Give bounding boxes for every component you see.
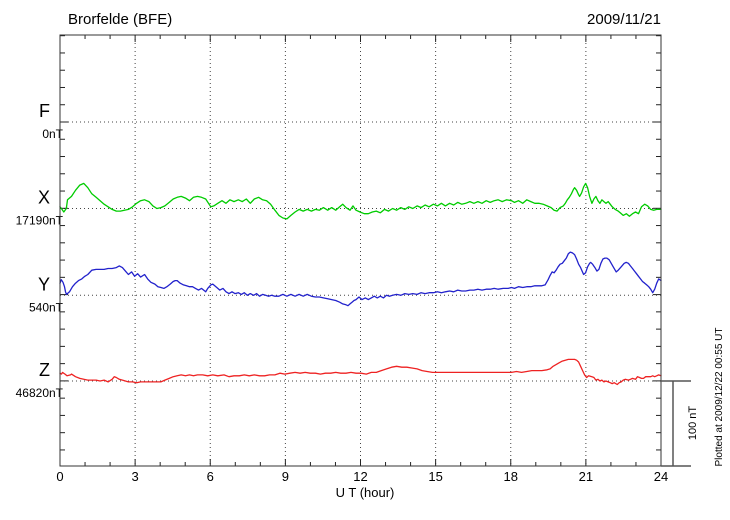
station-title: Brorfelde (BFE) (68, 11, 172, 28)
trace-X (59, 182, 662, 220)
x-tick-label-9: 9 (282, 469, 289, 484)
series-X-baseline-value: 17190nT (16, 214, 64, 228)
x-tick-label-18: 18 (504, 469, 518, 484)
observation-date: 2009/11/21 (587, 11, 661, 28)
series-Y-baseline-value: 540nT (29, 300, 64, 314)
trace-Z (59, 358, 662, 386)
series-Y-label: Y (38, 274, 50, 294)
series-F-baseline-value: 0nT (42, 127, 63, 141)
x-tick-label-3: 3 (132, 469, 139, 484)
series-X-label: X (38, 188, 50, 208)
trace-Y (59, 251, 662, 307)
x-tick-label-24: 24 (654, 469, 668, 484)
plot-frame (59, 34, 662, 467)
series-F-label: F (39, 101, 50, 121)
x-tick-label-21: 21 (579, 469, 593, 484)
series-Z-baseline-value: 46820nT (16, 386, 64, 400)
curve-layer (59, 182, 662, 386)
x-tick-label-15: 15 (428, 469, 442, 484)
series-Z-label: Z (39, 360, 50, 380)
x-tick-label-12: 12 (353, 469, 367, 484)
scale-bar-label: 100 nT (687, 406, 699, 441)
x-tick-label-6: 6 (207, 469, 214, 484)
grid-layer (60, 35, 661, 466)
x-tick-label-0: 0 (56, 469, 63, 484)
component-label-layer: F 0nT X 17190nT Y 540nT Z 46820nT (16, 101, 64, 400)
plotted-at-note: Plotted at 2009/12/22 00:55 UT (714, 328, 725, 467)
x-tick-label-layer: 0 3 6 9 12 15 18 21 24 (56, 469, 668, 484)
x-axis-title: U T (hour) (336, 485, 395, 500)
